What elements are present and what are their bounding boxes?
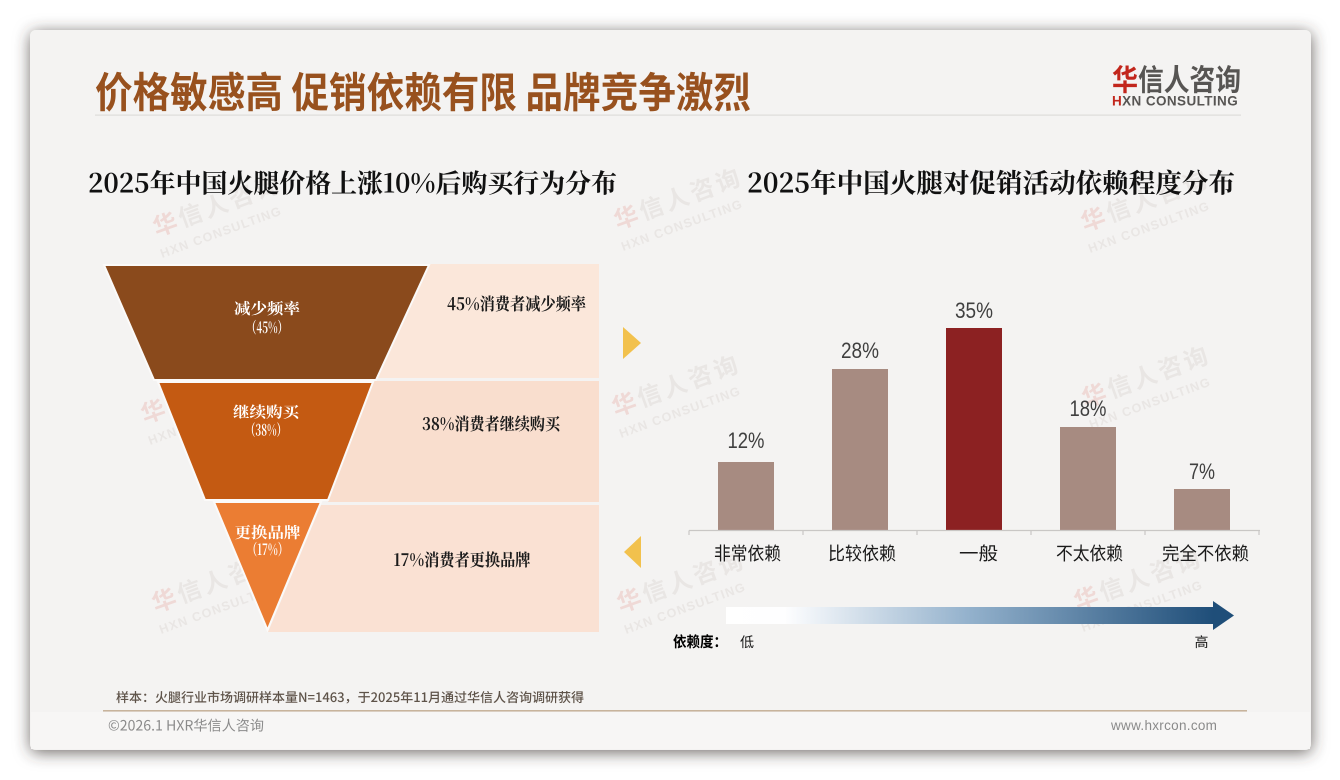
- svg-text:28%: 28%: [841, 338, 879, 363]
- svg-text:12%: 12%: [728, 428, 765, 453]
- svg-text:www.hxrcon.com: www.hxrcon.com: [1110, 718, 1217, 733]
- svg-text:35%: 35%: [955, 298, 993, 323]
- svg-text:7%: 7%: [1189, 459, 1215, 484]
- svg-text:18%: 18%: [1070, 396, 1107, 421]
- svg-text:HXN CONSULTING: HXN CONSULTING: [1112, 94, 1238, 109]
